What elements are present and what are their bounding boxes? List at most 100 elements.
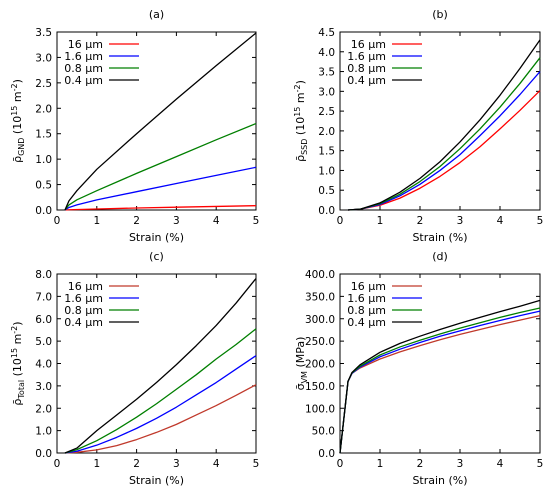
y-tick-label: 0.0 <box>35 448 52 460</box>
panel-title: (d) <box>432 250 448 263</box>
legend-entry-label: 0.4 µm <box>347 316 386 329</box>
y-tick-label: 3.0 <box>35 381 52 393</box>
x-tick-label: 2 <box>133 215 140 227</box>
y-tick-label: 5.0 <box>35 336 52 348</box>
y-tick-label: 300.0 <box>305 314 335 326</box>
y-axis-label-unit: m <box>11 334 24 348</box>
x-tick-label: 4 <box>213 458 220 470</box>
legend-entry-label: 0.4 µm <box>64 74 103 87</box>
legend-entry-label: 0.4 µm <box>347 74 386 87</box>
legend-entry-label: 1.6 µm <box>64 50 103 63</box>
y-axis-label-sym: ρ̄ <box>294 155 307 162</box>
panel-title: (a) <box>149 8 164 21</box>
x-tick-label: 1 <box>377 215 384 227</box>
y-tick-label: 2.5 <box>35 78 52 90</box>
series-line-2 <box>347 71 541 211</box>
y-axis-label-unit: m <box>11 91 24 105</box>
legend-entry-label: 16 µm <box>68 280 103 293</box>
x-tick-label: 5 <box>253 215 260 227</box>
series-line-1 <box>64 384 257 454</box>
series-line-4 <box>64 278 257 454</box>
panel-title: (b) <box>432 8 448 21</box>
y-axis-label: σ̄VM (MPa) <box>294 337 309 391</box>
y-tick-label: 100.0 <box>305 403 335 415</box>
y-axis-label-mid: (10 <box>294 117 307 139</box>
series-line-3 <box>64 328 257 454</box>
y-tick-label: 1.0 <box>35 426 52 438</box>
legend-entry-label: 16 µm <box>351 280 386 293</box>
y-tick-label: 3.0 <box>318 86 335 98</box>
legend-entry-label: 16 µm <box>68 38 103 51</box>
y-tick-label: 0.5 <box>35 180 52 192</box>
x-tick-label: 3 <box>457 458 464 470</box>
chart-panel-3: (c) 0 1 2 3 4 5 0.0 1.0 2.0 3.0 4.0 5.0 6.0 7.0 8.0 Stra… <box>10 250 259 487</box>
y-axis-label-end: ) <box>11 321 24 325</box>
legend-entry-label: 0.8 µm <box>347 304 386 317</box>
x-tick-label: 2 <box>133 458 140 470</box>
legend-entry-label: 1.6 µm <box>347 292 386 305</box>
y-tick-label: 400.0 <box>305 269 335 281</box>
x-tick-label: 2 <box>417 458 424 470</box>
legend-entry-label: 0.8 µm <box>64 304 103 317</box>
y-tick-label: 6.0 <box>35 314 52 326</box>
y-axis-label-sup2: -2 <box>10 326 19 334</box>
y-axis-label: ρ̄SSD (1015 m-2) <box>293 80 309 162</box>
y-axis-label-sym: ρ̄ <box>11 399 24 406</box>
y-axis-label-sub: SSD <box>300 139 309 155</box>
y-tick-label: 2.0 <box>318 126 335 138</box>
legend-entry-label: 0.8 µm <box>347 62 386 75</box>
chart-panel-1: (a) 0 1 2 3 4 5 0.0 0.5 1.0 1.5 2.0 2.5 3.0 3.5 Strain … <box>10 8 259 244</box>
y-tick-label: 2.0 <box>35 403 52 415</box>
y-axis-label-sub: Total <box>17 380 26 400</box>
x-tick-label: 0 <box>54 215 61 227</box>
y-tick-label: 0.0 <box>35 205 52 217</box>
y-tick-label: 2.5 <box>318 106 335 118</box>
y-tick-label: 4.0 <box>318 47 335 59</box>
y-tick-label: 0.5 <box>318 185 335 197</box>
y-tick-label: 1.5 <box>318 146 335 158</box>
y-tick-label: 1.5 <box>35 129 52 141</box>
legend-entry-label: 0.4 µm <box>64 316 103 329</box>
legend-entry-label: 1.6 µm <box>347 50 386 63</box>
y-tick-label: 8.0 <box>35 269 52 281</box>
y-axis-label-sup2: -2 <box>293 84 302 92</box>
y-axis-label-mid: (10 <box>11 358 24 380</box>
x-tick-label: 5 <box>537 215 544 227</box>
y-tick-label: 150.0 <box>305 381 335 393</box>
x-tick-label: 3 <box>457 215 464 227</box>
y-axis-label-sup2: -2 <box>10 83 19 91</box>
x-tick-label: 3 <box>173 458 180 470</box>
y-axis-label-sup1: 15 <box>10 106 19 116</box>
y-tick-label: 350.0 <box>305 291 335 303</box>
series-line-2 <box>64 166 257 211</box>
series-line-1 <box>64 205 257 211</box>
x-tick-label: 2 <box>417 215 424 227</box>
y-axis-label-end: ) <box>294 80 307 84</box>
x-tick-label: 5 <box>537 458 544 470</box>
y-tick-label: 4.5 <box>318 27 335 39</box>
chart-panel-2: (b) 0 1 2 3 4 5 0.0 0.5 1.0 1.5 2.0 2.5 3.0 3.5 4.0 4.5 S… <box>293 8 543 244</box>
plot-frame <box>339 31 541 211</box>
legend-entry-label: 16 µm <box>351 38 386 51</box>
y-tick-label: 0.0 <box>318 448 335 460</box>
x-axis-label: Strain (%) <box>129 474 184 487</box>
x-tick-label: 0 <box>337 215 344 227</box>
x-tick-label: 1 <box>377 458 384 470</box>
y-axis-label-unit: m <box>294 92 307 106</box>
y-axis-label-sup1: 15 <box>10 348 19 358</box>
x-axis-label: Strain (%) <box>412 474 467 487</box>
series-line-4 <box>347 39 541 211</box>
series-line-2 <box>64 355 257 454</box>
y-tick-label: 200.0 <box>305 359 335 371</box>
y-axis-label-end: ) <box>11 79 24 83</box>
series-line-4 <box>64 32 257 211</box>
x-tick-label: 0 <box>337 458 344 470</box>
plot-frame <box>56 31 257 211</box>
y-axis-label-sym: σ̄ <box>294 383 307 390</box>
series-line-2 <box>339 310 541 454</box>
series-line-3 <box>64 122 257 211</box>
y-tick-label: 2.0 <box>35 103 52 115</box>
x-tick-label: 4 <box>497 458 504 470</box>
y-axis-label-sym: ρ̄ <box>11 156 24 163</box>
